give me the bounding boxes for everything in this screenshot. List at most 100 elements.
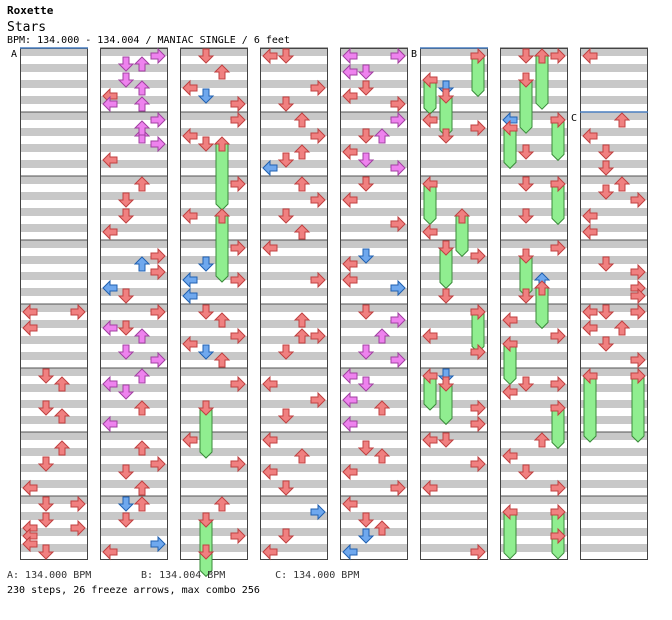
beat-stripe <box>420 480 488 488</box>
step-arrow-right <box>390 311 406 329</box>
step-arrow-left <box>422 223 438 241</box>
beat-stripe <box>180 368 248 376</box>
beat-stripe <box>260 272 328 280</box>
step-arrow-left <box>182 287 198 305</box>
step-arrow-up <box>293 448 311 464</box>
beat-stripe <box>340 544 408 552</box>
beat-stripe <box>20 80 88 88</box>
song-title: Stars <box>7 20 47 35</box>
step-arrow-up <box>213 352 231 368</box>
freeze-head-right <box>470 47 486 65</box>
beat-stripe <box>500 480 568 488</box>
step-arrow-down <box>517 176 535 192</box>
beat-stripe <box>100 208 168 216</box>
beat-stripe <box>500 96 568 104</box>
beat-stripe <box>180 288 248 296</box>
beat-stripe <box>580 96 648 104</box>
freeze-head-up <box>453 208 471 224</box>
step-arrow-up <box>373 128 391 144</box>
step-arrow-right <box>150 111 166 129</box>
step-arrow-up <box>133 80 151 96</box>
step-arrow-right <box>390 279 406 297</box>
beat-stripe <box>580 80 648 88</box>
step-arrow-left <box>342 47 358 65</box>
step-arrow-right <box>550 327 566 345</box>
step-arrow-down <box>117 344 135 360</box>
beat-stripe <box>340 432 408 440</box>
step-arrow-down <box>357 376 375 392</box>
step-arrow-left <box>262 47 278 65</box>
step-arrow-down <box>357 64 375 80</box>
step-arrow-down <box>117 320 135 336</box>
step-arrow-left <box>342 271 358 289</box>
step-arrow-left <box>422 327 438 345</box>
beat-stripe <box>20 304 88 312</box>
beat-stripe <box>500 80 568 88</box>
step-arrow-right <box>70 519 86 537</box>
beat-stripe <box>100 176 168 184</box>
freeze-head-up <box>533 48 551 64</box>
step-arrow-right <box>310 191 326 209</box>
beat-stripe <box>180 144 248 152</box>
bpm-legend-a: A: 134.000 BPM <box>7 570 92 581</box>
step-arrow-left <box>182 431 198 449</box>
step-arrow-right <box>150 47 166 65</box>
beat-stripe <box>580 176 648 184</box>
beat-stripe <box>100 240 168 248</box>
step-arrow-down <box>277 152 295 168</box>
bpm-change-label: C <box>571 113 577 124</box>
step-arrow-right <box>310 391 326 409</box>
beat-stripe <box>340 304 408 312</box>
beat-stripe <box>340 80 408 88</box>
beat-stripe <box>180 272 248 280</box>
step-arrow-up <box>133 440 151 456</box>
beat-stripe <box>100 192 168 200</box>
chart-column <box>180 47 248 560</box>
beat-stripe <box>580 192 648 200</box>
step-arrow-right <box>470 415 486 433</box>
beat-stripe <box>180 128 248 136</box>
freeze-head-up <box>533 280 551 296</box>
beat-stripe <box>580 544 648 552</box>
beat-stripe <box>20 272 88 280</box>
step-arrow-down <box>117 208 135 224</box>
beat-stripe <box>20 512 88 520</box>
beat-stripe <box>100 320 168 328</box>
chart-column <box>100 47 168 560</box>
step-arrow-up <box>53 440 71 456</box>
beat-stripe <box>180 464 248 472</box>
step-arrow-left <box>262 375 278 393</box>
beat-stripe <box>180 416 248 424</box>
beat-stripe <box>500 128 568 136</box>
beat-stripe <box>340 288 408 296</box>
bpm-legend: A: 134.000 BPM B: 134.004 BPM C: 134.000… <box>7 570 359 581</box>
beat-stripe <box>180 512 248 520</box>
beat-stripe <box>340 336 408 344</box>
beat-stripe <box>260 544 328 552</box>
step-arrow-left <box>342 415 358 433</box>
beat-stripe <box>340 400 408 408</box>
beat-stripe <box>20 464 88 472</box>
step-arrow-left <box>182 335 198 353</box>
beat-stripe <box>20 416 88 424</box>
beat-stripe <box>100 528 168 536</box>
step-arrow-left <box>502 383 518 401</box>
beat-stripe <box>500 384 568 392</box>
step-arrow-right <box>310 127 326 145</box>
step-arrow-right <box>550 47 566 65</box>
step-arrow-up <box>213 312 231 328</box>
beat-stripe <box>500 224 568 232</box>
beat-stripe <box>100 432 168 440</box>
step-arrow-left <box>102 151 118 169</box>
beat-stripe <box>340 448 408 456</box>
beat-stripe <box>420 64 488 72</box>
step-arrow-down <box>277 48 295 64</box>
beat-stripe <box>20 448 88 456</box>
beat-stripe <box>580 352 648 360</box>
step-arrow-up <box>133 256 151 272</box>
step-arrow-down <box>37 544 55 560</box>
beat-stripe <box>180 304 248 312</box>
step-arrow-down <box>117 288 135 304</box>
beat-stripe <box>100 544 168 552</box>
beat-stripe <box>20 208 88 216</box>
